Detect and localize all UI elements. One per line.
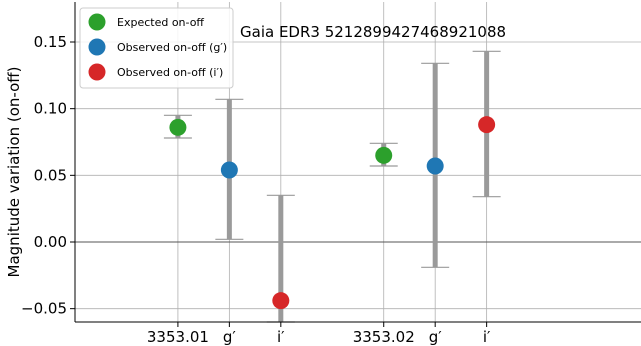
data-point: [375, 146, 393, 164]
axis-layer: −0.05 0.00 0.05 0.10 0.15 3353.01 g′ i′ 3353.02 g…: [21, 2, 641, 346]
x-tick-label: i′: [483, 328, 491, 346]
legend-marker: [88, 13, 106, 31]
legend-label: Observed on-off (g′): [117, 41, 227, 54]
data-point: [272, 292, 290, 310]
y-tick-label: −0.05: [21, 300, 67, 318]
data-point: [478, 116, 496, 134]
legend-marker: [88, 63, 106, 81]
x-tick-label: g′: [223, 328, 237, 346]
x-tick-label: g′: [429, 328, 443, 346]
y-tick-label: 0.10: [34, 100, 67, 118]
y-tick-label: 0.15: [34, 33, 67, 51]
y-tick-label: 0.00: [34, 233, 67, 251]
data-point: [426, 157, 444, 175]
x-tick-label: i′: [277, 328, 285, 346]
y-tick-label: 0.05: [34, 166, 67, 184]
legend-marker: [88, 38, 106, 56]
legend-label: Expected on-off: [117, 16, 204, 29]
data-layer: [163, 50, 501, 323]
x-tick-label: 3353.01: [147, 328, 209, 346]
data-point: [220, 161, 238, 179]
chart-annotation: Gaia EDR3 5212899427468921088: [240, 23, 506, 41]
y-axis-label: Magnitude variation (on-off): [5, 67, 23, 278]
legend: Expected on-off Observed on-off (g′) Obser…: [79, 7, 234, 89]
legend-frame: [79, 7, 234, 89]
x-tick-label: 3353.02: [353, 328, 415, 346]
data-point: [169, 118, 187, 136]
legend-label: Observed on-off (i′): [117, 66, 223, 79]
